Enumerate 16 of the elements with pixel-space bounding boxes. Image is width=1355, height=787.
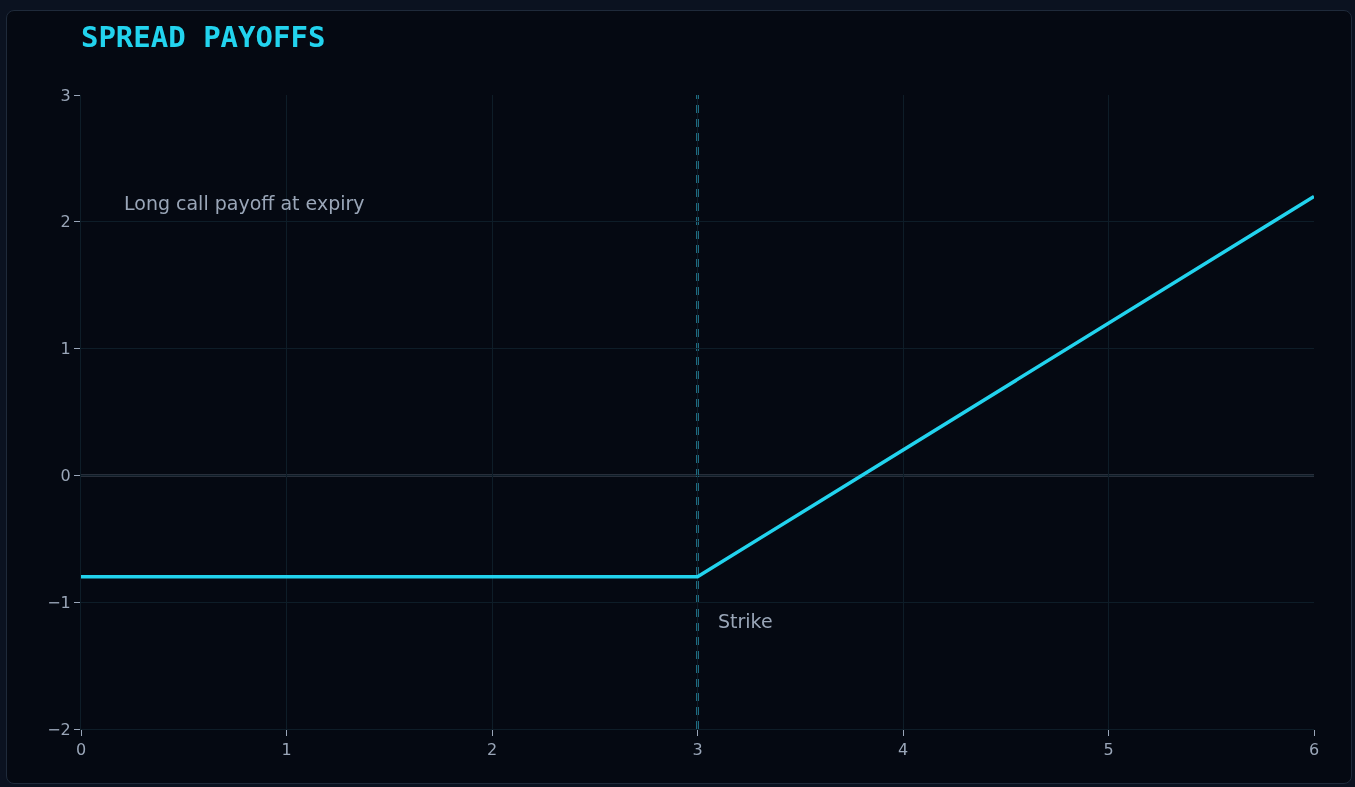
annotation: Long call payoff at expiry: [124, 192, 365, 214]
y-tick-label: 3: [60, 85, 71, 105]
x-tick-label: 0: [75, 740, 87, 760]
x-tick-label: 3: [692, 740, 703, 760]
y-tick-label: 1: [60, 339, 71, 359]
x-tick-label: 1: [281, 740, 292, 760]
y-tick-label: −1: [47, 592, 71, 612]
y-tick-label: 2: [60, 212, 71, 232]
y-tick-label: −2: [47, 719, 71, 739]
x-tick-label: 5: [1103, 740, 1114, 760]
chart-title: SPREAD PAYOFFS: [80, 19, 326, 54]
y-tick-label: 0: [60, 466, 71, 485]
x-tick-label: 2: [486, 740, 498, 760]
ref-line-label: Strike: [718, 610, 773, 632]
x-tick-label: 6: [1308, 740, 1320, 760]
x-tick-label: 4: [897, 740, 909, 760]
